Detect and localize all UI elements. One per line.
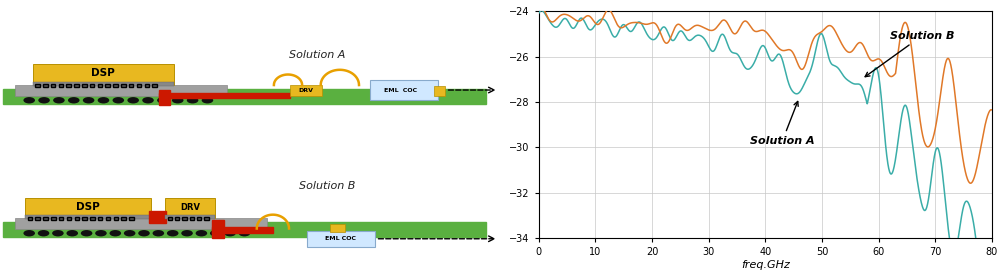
FancyBboxPatch shape	[66, 84, 70, 87]
Circle shape	[110, 230, 121, 236]
Text: Solution B: Solution B	[299, 181, 355, 191]
FancyBboxPatch shape	[106, 84, 110, 87]
Circle shape	[181, 230, 193, 236]
FancyBboxPatch shape	[152, 84, 157, 87]
Text: DSP: DSP	[92, 68, 115, 78]
FancyBboxPatch shape	[434, 86, 445, 96]
Circle shape	[187, 97, 198, 103]
Text: EML COC: EML COC	[325, 236, 356, 242]
FancyBboxPatch shape	[106, 217, 110, 220]
FancyBboxPatch shape	[35, 84, 40, 87]
Circle shape	[66, 230, 79, 236]
Circle shape	[225, 230, 236, 236]
FancyBboxPatch shape	[290, 85, 322, 96]
FancyBboxPatch shape	[2, 89, 486, 104]
FancyBboxPatch shape	[307, 231, 375, 247]
Circle shape	[172, 97, 183, 103]
FancyBboxPatch shape	[90, 84, 95, 87]
FancyBboxPatch shape	[58, 84, 63, 87]
Circle shape	[167, 230, 178, 236]
FancyBboxPatch shape	[98, 84, 103, 87]
Circle shape	[127, 97, 139, 103]
X-axis label: freq.GHz: freq.GHz	[741, 260, 789, 270]
Circle shape	[81, 230, 93, 236]
FancyBboxPatch shape	[121, 84, 126, 87]
Text: Solution A: Solution A	[750, 101, 815, 146]
Circle shape	[67, 97, 80, 103]
Circle shape	[201, 97, 213, 103]
Circle shape	[23, 97, 35, 103]
Circle shape	[53, 97, 64, 103]
FancyBboxPatch shape	[66, 217, 71, 220]
FancyBboxPatch shape	[114, 217, 118, 220]
FancyBboxPatch shape	[32, 82, 173, 86]
FancyBboxPatch shape	[15, 85, 227, 96]
FancyBboxPatch shape	[145, 84, 149, 87]
FancyBboxPatch shape	[330, 224, 344, 232]
Circle shape	[98, 97, 109, 103]
FancyBboxPatch shape	[129, 217, 134, 220]
FancyBboxPatch shape	[28, 217, 32, 220]
FancyBboxPatch shape	[43, 217, 48, 220]
FancyBboxPatch shape	[58, 217, 63, 220]
Circle shape	[209, 230, 222, 236]
Text: Solution B: Solution B	[865, 30, 955, 77]
FancyBboxPatch shape	[83, 217, 87, 220]
Circle shape	[38, 230, 49, 236]
FancyBboxPatch shape	[121, 217, 126, 220]
Circle shape	[52, 230, 63, 236]
Text: EML  COC: EML COC	[384, 88, 417, 93]
FancyBboxPatch shape	[113, 84, 118, 87]
Circle shape	[138, 230, 150, 236]
FancyBboxPatch shape	[50, 84, 55, 87]
FancyBboxPatch shape	[212, 227, 273, 233]
FancyBboxPatch shape	[75, 217, 79, 220]
FancyBboxPatch shape	[149, 211, 166, 223]
FancyBboxPatch shape	[197, 217, 201, 220]
FancyBboxPatch shape	[75, 84, 79, 87]
FancyBboxPatch shape	[167, 217, 172, 220]
Circle shape	[95, 230, 107, 236]
Text: DSP: DSP	[77, 202, 100, 212]
Circle shape	[195, 230, 207, 236]
FancyBboxPatch shape	[189, 217, 194, 220]
Circle shape	[142, 97, 154, 103]
Circle shape	[124, 230, 135, 236]
Text: DRV: DRV	[180, 203, 200, 212]
Circle shape	[38, 97, 49, 103]
FancyBboxPatch shape	[43, 84, 47, 87]
FancyBboxPatch shape	[2, 222, 486, 237]
Circle shape	[153, 230, 164, 236]
FancyBboxPatch shape	[91, 217, 95, 220]
FancyBboxPatch shape	[165, 198, 215, 218]
FancyBboxPatch shape	[212, 220, 224, 238]
Circle shape	[157, 97, 169, 103]
FancyBboxPatch shape	[25, 198, 151, 218]
FancyBboxPatch shape	[165, 215, 215, 219]
Circle shape	[239, 230, 250, 236]
FancyBboxPatch shape	[159, 93, 290, 98]
FancyBboxPatch shape	[15, 218, 267, 229]
FancyBboxPatch shape	[35, 217, 40, 220]
FancyBboxPatch shape	[82, 84, 87, 87]
FancyBboxPatch shape	[25, 215, 151, 219]
FancyBboxPatch shape	[32, 64, 173, 85]
FancyBboxPatch shape	[98, 217, 103, 220]
FancyBboxPatch shape	[159, 90, 169, 105]
FancyBboxPatch shape	[204, 217, 208, 220]
FancyBboxPatch shape	[182, 217, 187, 220]
FancyBboxPatch shape	[51, 217, 55, 220]
Circle shape	[23, 230, 35, 236]
FancyBboxPatch shape	[175, 217, 179, 220]
FancyBboxPatch shape	[129, 84, 133, 87]
FancyBboxPatch shape	[371, 80, 438, 100]
Circle shape	[83, 97, 95, 103]
Text: DRV: DRV	[298, 88, 313, 93]
Text: Solution A: Solution A	[289, 50, 345, 60]
Circle shape	[113, 97, 124, 103]
FancyBboxPatch shape	[137, 84, 141, 87]
